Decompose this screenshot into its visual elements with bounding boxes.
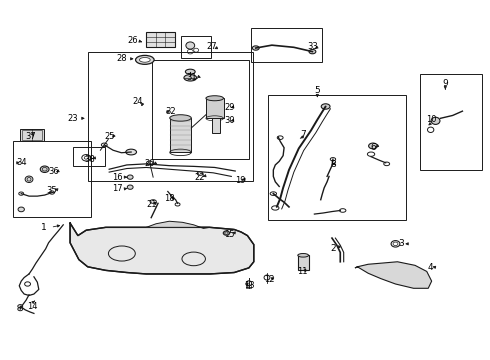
Text: 2: 2	[330, 244, 336, 253]
Polygon shape	[70, 223, 254, 274]
Text: 35: 35	[47, 185, 57, 194]
Text: 15: 15	[224, 230, 235, 239]
Bar	[152, 59, 249, 159]
Ellipse shape	[368, 143, 377, 149]
Ellipse shape	[126, 149, 137, 155]
Ellipse shape	[127, 175, 133, 179]
Ellipse shape	[185, 69, 195, 74]
Text: 34: 34	[16, 158, 26, 167]
Ellipse shape	[40, 166, 49, 172]
Text: 33: 33	[307, 42, 318, 51]
Bar	[269, 95, 406, 220]
Text: 29: 29	[224, 103, 235, 112]
Text: 18: 18	[164, 194, 174, 203]
Text: 30: 30	[224, 116, 235, 125]
Ellipse shape	[252, 46, 259, 50]
Text: 32: 32	[166, 107, 176, 116]
Polygon shape	[147, 221, 210, 228]
Ellipse shape	[140, 58, 150, 62]
Text: 19: 19	[235, 176, 245, 185]
Bar	[206, 98, 223, 118]
Text: 23: 23	[68, 114, 78, 123]
Text: 17: 17	[112, 184, 122, 193]
Text: 8: 8	[330, 161, 336, 170]
Ellipse shape	[431, 117, 440, 125]
Bar	[212, 118, 220, 134]
Bar	[20, 129, 44, 141]
Bar	[180, 36, 211, 58]
Bar	[420, 74, 483, 170]
Text: 36: 36	[48, 167, 59, 176]
Ellipse shape	[321, 104, 330, 109]
Text: 24: 24	[132, 97, 143, 106]
Text: 25: 25	[104, 132, 115, 141]
Text: 12: 12	[264, 275, 275, 284]
Text: 3: 3	[398, 239, 404, 248]
Ellipse shape	[127, 185, 133, 189]
Ellipse shape	[186, 42, 195, 49]
Text: 37: 37	[25, 132, 36, 141]
Text: 20: 20	[145, 159, 155, 168]
Text: 22: 22	[195, 173, 205, 182]
Text: 10: 10	[426, 115, 437, 124]
Bar	[88, 52, 253, 181]
Text: 5: 5	[315, 86, 320, 95]
Polygon shape	[355, 262, 432, 288]
Ellipse shape	[136, 55, 154, 64]
Text: 6: 6	[370, 143, 376, 152]
Ellipse shape	[298, 253, 309, 257]
Text: 4: 4	[428, 264, 434, 273]
Bar	[13, 140, 91, 217]
Ellipse shape	[18, 207, 24, 212]
Bar	[298, 255, 309, 270]
Text: 16: 16	[112, 173, 122, 182]
Bar	[246, 285, 251, 288]
Text: 13: 13	[245, 281, 255, 290]
Bar	[73, 147, 105, 166]
Text: 11: 11	[297, 267, 308, 276]
Ellipse shape	[25, 176, 33, 183]
Text: 26: 26	[127, 36, 138, 45]
Ellipse shape	[309, 49, 316, 54]
Bar	[251, 28, 322, 62]
Ellipse shape	[223, 231, 230, 235]
Text: 27: 27	[206, 42, 217, 51]
Ellipse shape	[184, 75, 196, 81]
Text: 14: 14	[27, 302, 38, 311]
Text: 38: 38	[84, 155, 95, 164]
Bar	[147, 32, 174, 46]
Bar	[22, 130, 42, 140]
Text: 1: 1	[41, 223, 47, 232]
Ellipse shape	[170, 115, 191, 121]
Ellipse shape	[206, 96, 223, 101]
Text: 9: 9	[442, 79, 448, 88]
Text: 31: 31	[186, 73, 196, 82]
Text: 7: 7	[300, 130, 306, 139]
Text: 28: 28	[117, 54, 127, 63]
Text: 21: 21	[146, 200, 156, 209]
Bar	[170, 118, 191, 152]
